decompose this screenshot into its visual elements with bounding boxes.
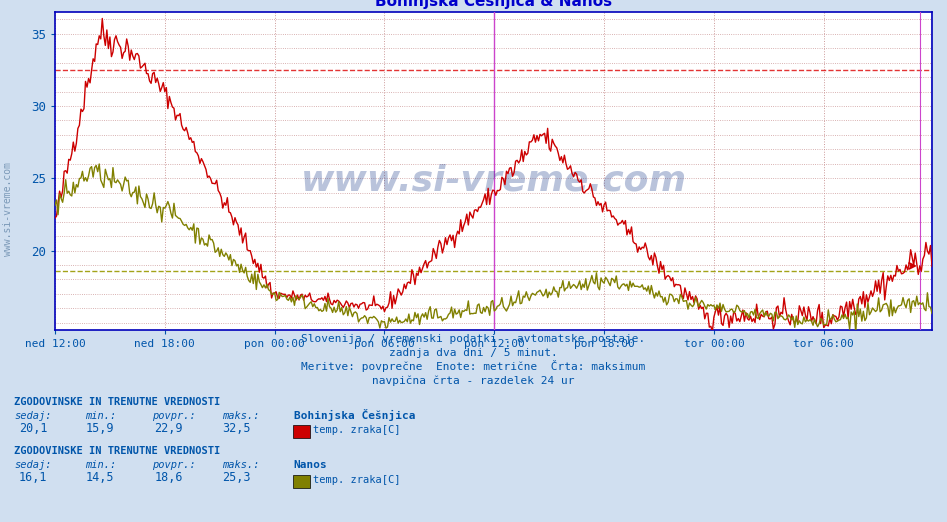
Text: min.:: min.: (85, 460, 116, 470)
Text: min.:: min.: (85, 411, 116, 421)
Text: Nanos: Nanos (294, 460, 328, 470)
Text: ZGODOVINSKE IN TRENUTNE VREDNOSTI: ZGODOVINSKE IN TRENUTNE VREDNOSTI (14, 397, 221, 407)
Text: zadnja dva dni / 5 minut.: zadnja dva dni / 5 minut. (389, 348, 558, 358)
Text: Slovenija / vremenski podatki - avtomatske postaje.: Slovenija / vremenski podatki - avtomats… (301, 334, 646, 344)
Text: www.si-vreme.com: www.si-vreme.com (300, 163, 687, 197)
Text: 18,6: 18,6 (154, 471, 183, 484)
Text: sedaj:: sedaj: (14, 460, 52, 470)
Text: 16,1: 16,1 (19, 471, 47, 484)
Text: maks.:: maks.: (223, 460, 260, 470)
Text: navpična črta - razdelek 24 ur: navpična črta - razdelek 24 ur (372, 376, 575, 386)
Text: temp. zraka[C]: temp. zraka[C] (313, 425, 401, 435)
Text: 15,9: 15,9 (85, 422, 114, 435)
Text: 20,1: 20,1 (19, 422, 47, 435)
Text: povpr.:: povpr.: (152, 411, 195, 421)
Text: maks.:: maks.: (223, 411, 260, 421)
Text: www.si-vreme.com: www.si-vreme.com (3, 162, 12, 256)
Text: 22,9: 22,9 (154, 422, 183, 435)
Text: temp. zraka[C]: temp. zraka[C] (313, 475, 401, 485)
Text: povpr.:: povpr.: (152, 460, 195, 470)
Text: 14,5: 14,5 (85, 471, 114, 484)
Text: 25,3: 25,3 (223, 471, 251, 484)
Text: ZGODOVINSKE IN TRENUTNE VREDNOSTI: ZGODOVINSKE IN TRENUTNE VREDNOSTI (14, 446, 221, 456)
Text: sedaj:: sedaj: (14, 411, 52, 421)
Text: 32,5: 32,5 (223, 422, 251, 435)
Text: Meritve: povprečne  Enote: metrične  Črta: maksimum: Meritve: povprečne Enote: metrične Črta:… (301, 360, 646, 372)
Text: Bohinjska Češnjica: Bohinjska Češnjica (294, 409, 415, 421)
Title: Bohinjska Češnjica & Nanos: Bohinjska Češnjica & Nanos (375, 0, 612, 9)
